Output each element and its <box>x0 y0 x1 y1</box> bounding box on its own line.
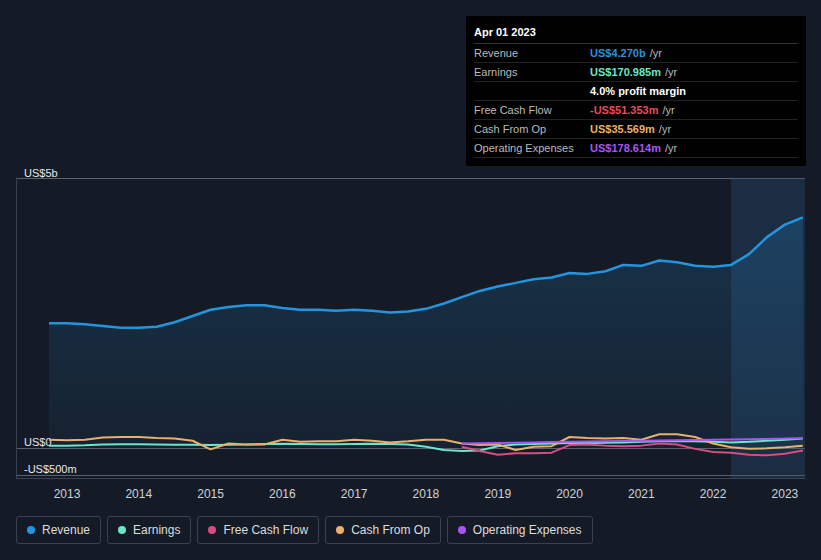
svg-text:2018: 2018 <box>413 487 440 501</box>
html-text:Revenue: Revenue <box>42 523 90 537</box>
html-text:Free Cash Flow: Free Cash Flow <box>474 104 552 116</box>
html-text:Free Cash Flow: Free Cash Flow <box>223 523 309 537</box>
svg-text:2014: 2014 <box>125 487 152 501</box>
svg-text:2022: 2022 <box>700 487 727 501</box>
svg-text:US$5b: US$5b <box>24 167 58 179</box>
html-text:US$35.569m /yr: US$35.569m /yr <box>590 123 672 135</box>
svg-text:2023: 2023 <box>772 487 799 501</box>
html-text:4.0% profit margin: 4.0% profit margin <box>590 85 686 97</box>
html-text:Apr 01 2023: Apr 01 2023 <box>474 26 536 38</box>
svg-text:2020: 2020 <box>556 487 583 501</box>
html-text:US$4.270b /yr: US$4.270b /yr <box>590 47 662 59</box>
svg-text:2017: 2017 <box>341 487 368 501</box>
html-text:Earnings: Earnings <box>474 66 518 78</box>
html-text:Cash From Op: Cash From Op <box>351 523 430 537</box>
html-text:Cash From Op: Cash From Op <box>474 123 547 135</box>
svg-text:2019: 2019 <box>484 487 511 501</box>
svg-text:-US$500m: -US$500m <box>24 463 77 475</box>
svg-text:US$0: US$0 <box>24 436 52 448</box>
html-text:US$170.985m /yr: US$170.985m /yr <box>590 66 678 78</box>
svg-text:2013: 2013 <box>54 487 81 501</box>
html-text:Earnings: Earnings <box>133 523 181 537</box>
html-text:Operating Expenses: Operating Expenses <box>474 142 574 154</box>
html-text:Operating Expenses: Operating Expenses <box>472 523 582 537</box>
html-text:Revenue: Revenue <box>474 47 518 59</box>
svg-text:2016: 2016 <box>269 487 296 501</box>
svg-text:2021: 2021 <box>628 487 655 501</box>
svg-text:2015: 2015 <box>197 487 224 501</box>
html-text:US$178.614m /yr: US$178.614m /yr <box>590 142 678 154</box>
html-text:-US$51.353m /yr: -US$51.353m /yr <box>590 104 675 116</box>
